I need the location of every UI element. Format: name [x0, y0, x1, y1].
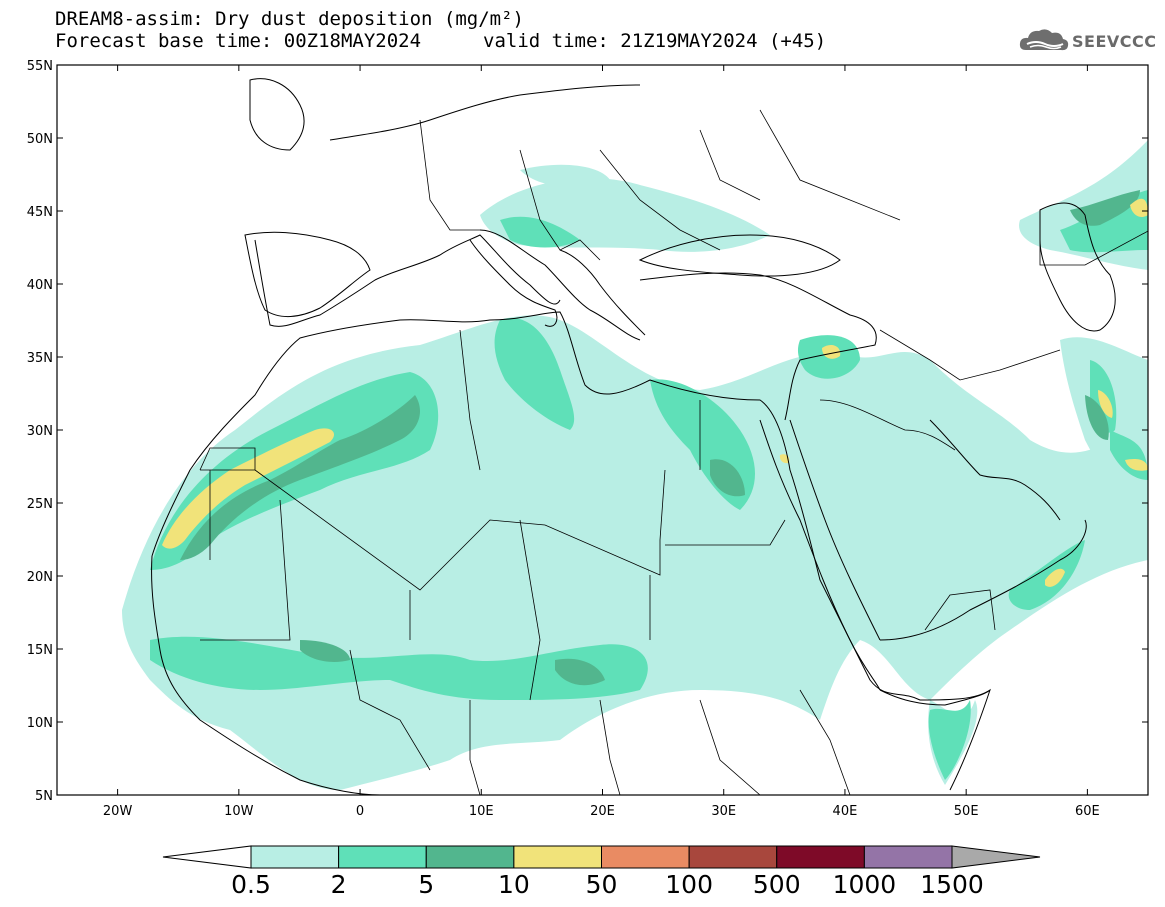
- chart-subtitle: Forecast base time: 00Z18MAY2024 valid ti…: [55, 30, 826, 52]
- country-borders: [199, 109, 1148, 795]
- seevccc-logo: SEEVCCC: [1018, 26, 1157, 56]
- colorbar-swatch: [776, 845, 865, 869]
- lat-tick-label: 55N: [27, 59, 53, 74]
- logo-text: SEEVCCC: [1072, 31, 1157, 51]
- longitude-axis: 20W 10W 0 10E 20E 30E 40E 50E 60E: [103, 65, 1100, 819]
- lat-tick-label: 50N: [27, 132, 53, 147]
- lat-tick-label: 20N: [27, 570, 53, 585]
- lat-tick-label: 35N: [27, 351, 53, 366]
- colorbar-label: 1500: [920, 870, 984, 899]
- lat-tick-label: 25N: [27, 497, 53, 512]
- dust-level-3: [180, 190, 1140, 686]
- lat-tick-label: 30N: [27, 424, 53, 439]
- colorbar-swatch: [338, 845, 427, 869]
- lon-tick-label: 10W: [224, 804, 254, 819]
- lat-tick-label: 40N: [27, 278, 53, 293]
- lat-tick-label: 15N: [27, 643, 53, 658]
- coastlines: [151, 78, 1116, 795]
- lon-tick-label: 20E: [590, 804, 615, 819]
- colorbar-swatch: [250, 845, 340, 869]
- lat-tick-label: 45N: [27, 205, 53, 220]
- dust-level-4: [162, 198, 1148, 587]
- lat-tick-label: 10N: [27, 716, 53, 731]
- valid-time: valid time: 21Z19MAY2024 (+45): [483, 30, 827, 52]
- colorbar: [162, 845, 1041, 869]
- colorbar-swatch: [863, 845, 953, 869]
- colorbar-swatch: [513, 845, 602, 869]
- colorbar-min-arrow: [162, 845, 252, 869]
- colorbar-swatch: [601, 845, 690, 869]
- colorbar-label: 0.5: [231, 870, 271, 899]
- colorbar-swatch: [688, 845, 778, 869]
- lat-tick-label: 5N: [35, 789, 53, 804]
- colorbar-label: 500: [752, 870, 801, 899]
- colorbar-label: 2: [330, 870, 347, 899]
- lon-tick-label: 20W: [103, 804, 133, 819]
- lon-tick-label: 50E: [954, 804, 979, 819]
- lon-tick-label: 10E: [469, 804, 494, 819]
- forecast-base-time: Forecast base time: 00Z18MAY2024: [55, 30, 422, 52]
- lon-tick-label: 60E: [1075, 804, 1100, 819]
- cloud-icon: [1019, 29, 1069, 51]
- lon-tick-label: 0: [356, 804, 364, 819]
- lon-tick-label: 30E: [711, 804, 736, 819]
- colorbar-label: 50: [585, 870, 618, 899]
- chart-title: DREAM8-assim: Dry dust deposition (mg/m²…: [55, 8, 524, 30]
- dust-field: [122, 140, 1148, 790]
- lon-tick-label: 40E: [833, 804, 858, 819]
- colorbar-label: 10: [497, 870, 530, 899]
- colorbar-swatch: [425, 845, 515, 869]
- colorbar-label: 1000: [832, 870, 897, 899]
- latitude-axis: 55N 50N 45N 40N 35N 30N 25N 20N 15N 10N 5N: [27, 59, 1148, 804]
- colorbar-label: 5: [418, 870, 435, 899]
- colorbar-max-arrow: [951, 845, 1041, 869]
- colorbar-label: 100: [665, 870, 713, 899]
